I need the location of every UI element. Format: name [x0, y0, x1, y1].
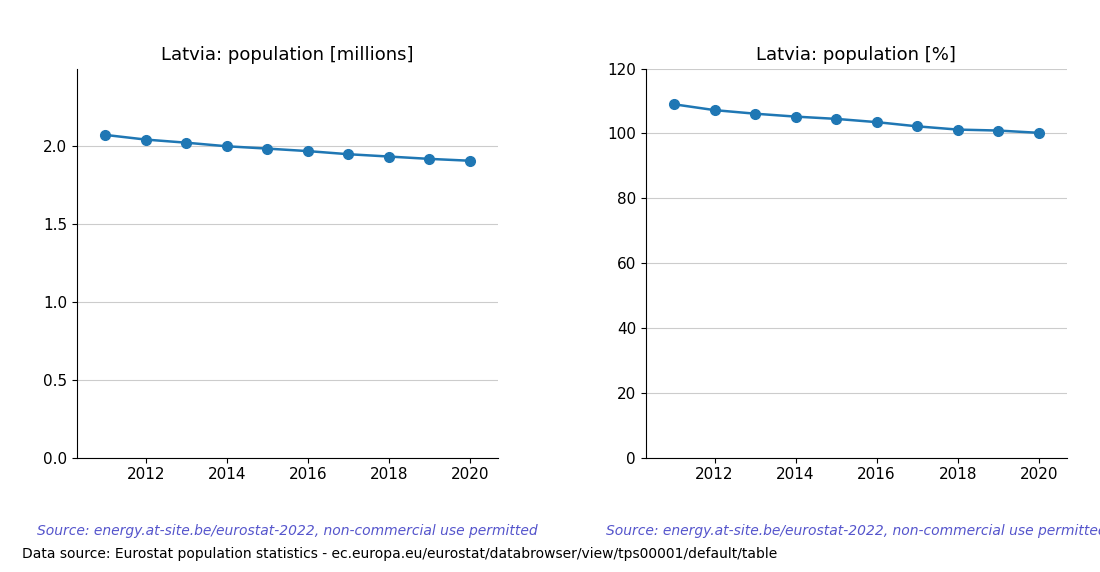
- Title: Latvia: population [millions]: Latvia: population [millions]: [162, 46, 414, 64]
- Text: Source: energy.at-site.be/eurostat-2022, non-commercial use permitted: Source: energy.at-site.be/eurostat-2022,…: [606, 524, 1100, 538]
- Title: Latvia: population [%]: Latvia: population [%]: [757, 46, 956, 64]
- Text: Data source: Eurostat population statistics - ec.europa.eu/eurostat/databrowser/: Data source: Eurostat population statist…: [22, 547, 778, 561]
- Text: Source: energy.at-site.be/eurostat-2022, non-commercial use permitted: Source: energy.at-site.be/eurostat-2022,…: [37, 524, 538, 538]
